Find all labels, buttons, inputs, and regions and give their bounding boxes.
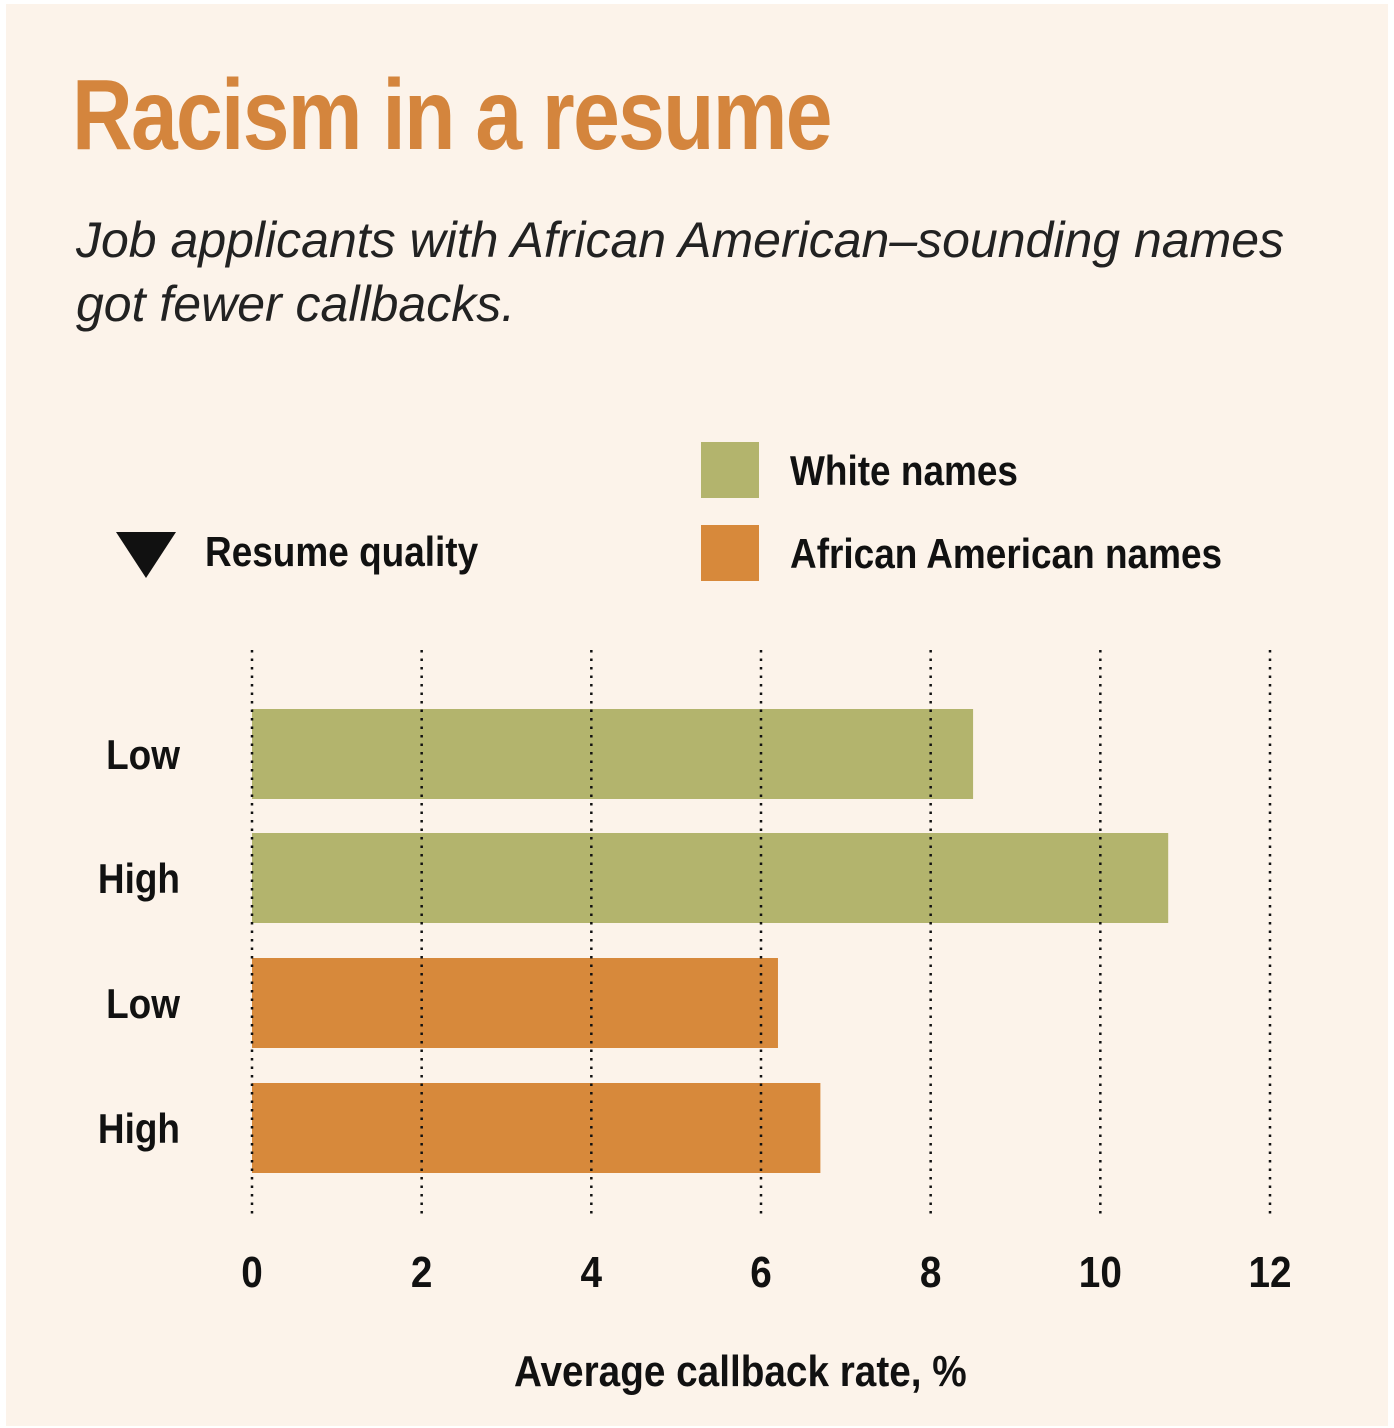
category-label: High: [98, 856, 180, 903]
sort-indicator-label: Resume quality: [205, 528, 479, 575]
category-label: Low: [106, 732, 180, 779]
bar-white-low: [252, 709, 974, 799]
category-label: High: [98, 1106, 180, 1153]
down-triangle-icon: [116, 532, 176, 578]
x-tick-label: 10: [1079, 1247, 1122, 1297]
category-label: Low: [106, 981, 180, 1028]
x-tick-label: 2: [411, 1247, 433, 1297]
chart-title: Racism in a resume: [72, 59, 833, 171]
legend-swatch-white: [701, 442, 759, 498]
chart-subtitle: Job applicants with African American–sou…: [76, 212, 1285, 332]
bar-white-high: [252, 833, 1169, 923]
bar-african-american-low: [252, 958, 778, 1048]
bar-african-american-high: [252, 1083, 821, 1173]
x-tick-label: 6: [750, 1247, 772, 1297]
x-tick-label: 8: [920, 1247, 942, 1297]
x-axis-label: Average callback rate, %: [514, 1347, 967, 1396]
x-tick-label: 0: [241, 1247, 263, 1297]
legend-swatch-african-american: [701, 525, 759, 581]
legend-label-white: White names: [790, 447, 1018, 494]
x-tick-label: 12: [1248, 1247, 1291, 1297]
legend-label-african-american: African American names: [790, 530, 1223, 577]
x-tick-label: 4: [581, 1247, 603, 1297]
